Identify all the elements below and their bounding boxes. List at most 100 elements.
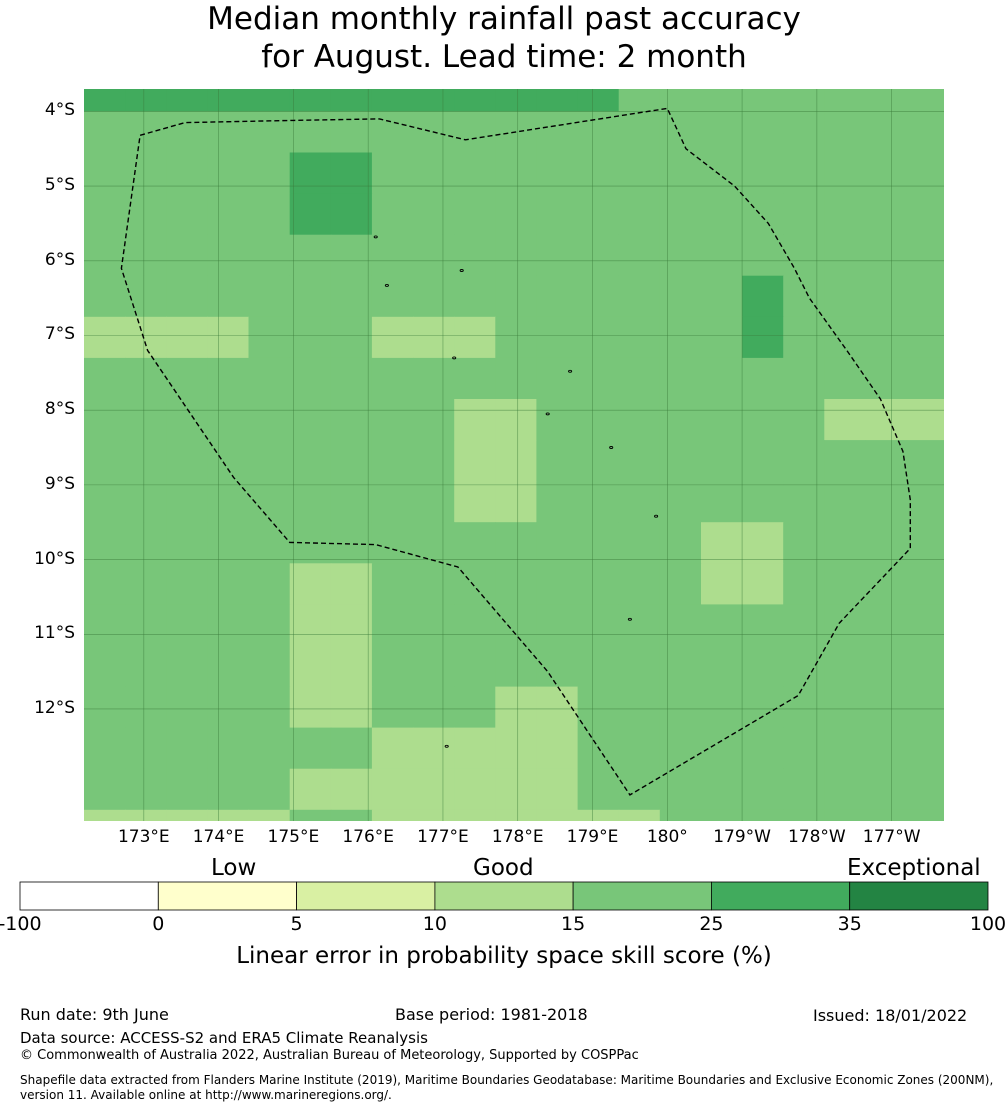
grid-cell <box>371 399 414 441</box>
grid-cell <box>330 316 373 359</box>
grid-cell <box>289 399 332 441</box>
grid-cell <box>371 275 414 318</box>
grid-cell <box>371 727 414 770</box>
grid-cell <box>289 563 332 605</box>
grid-cell <box>166 275 208 318</box>
grid-cell <box>495 316 537 359</box>
grid-cell <box>577 768 620 811</box>
grid-cell <box>289 604 332 647</box>
grid-cell <box>577 645 620 688</box>
grid-cell <box>865 768 908 811</box>
grid-cell <box>330 357 373 400</box>
grid-cell <box>84 563 126 605</box>
island <box>654 514 659 518</box>
grid-cell <box>742 152 784 195</box>
title-line-1: Median monthly rainfall past accuracy <box>207 1 801 37</box>
grid-cell <box>248 89 291 112</box>
grid-cell <box>413 89 455 112</box>
data-source: Data source: ACCESS-S2 and ERA5 Climate … <box>20 1029 428 1047</box>
island <box>384 283 389 287</box>
grid-cell <box>413 563 455 605</box>
grid-cell <box>659 481 702 523</box>
grid-cell <box>701 275 743 318</box>
grid-cell <box>906 727 944 770</box>
grid-cell <box>783 768 825 811</box>
grid-cell <box>413 604 455 647</box>
grid-cell <box>742 193 784 236</box>
grid-cell <box>248 645 291 688</box>
grid-cell <box>495 152 537 195</box>
grid-cell <box>701 193 743 236</box>
grid-cell <box>371 686 414 729</box>
grid-cell <box>906 152 944 195</box>
grid-cell <box>536 563 579 605</box>
grid-cell <box>618 357 661 400</box>
grid-cell <box>824 234 866 277</box>
grid-cell <box>207 357 250 400</box>
grid-cell <box>824 686 866 729</box>
grid-cell <box>289 152 332 195</box>
grid-cell <box>289 809 332 821</box>
grid-cell <box>948 276 990 318</box>
longitude-label: 175°E <box>267 827 320 847</box>
grid-cell <box>166 727 208 770</box>
grid-cell <box>330 686 373 729</box>
colorbar-tick-label: 25 <box>699 913 724 935</box>
grid-cell <box>248 316 291 359</box>
grid-cell <box>577 399 620 441</box>
colorbar-segment <box>19 881 159 911</box>
grid-cell <box>289 357 332 400</box>
grid-cell <box>536 645 579 688</box>
grid-cell <box>536 727 579 770</box>
grid-cell <box>248 686 291 729</box>
grid-cell <box>207 809 250 821</box>
grid-cell <box>577 357 620 400</box>
latitude-label: 12°S <box>34 697 75 718</box>
grid-cell <box>166 440 208 482</box>
grid-cell <box>495 89 537 112</box>
grid-cell <box>742 440 784 482</box>
grid-cell <box>536 481 579 523</box>
grid-cell <box>413 357 455 400</box>
longitude-label: 179°E <box>566 827 619 847</box>
grid-cell <box>783 563 825 605</box>
grid-cell <box>989 111 1008 153</box>
grid-cell <box>618 809 661 821</box>
grid-cell <box>989 604 1008 646</box>
grid-cell <box>371 604 414 647</box>
grid-cell <box>577 89 620 112</box>
grid-cell <box>125 727 167 770</box>
grid-cell <box>865 686 908 729</box>
grid-cell <box>454 111 496 154</box>
grid-cell <box>536 522 579 564</box>
grid-cell <box>865 152 908 195</box>
grid-cell <box>989 563 1008 605</box>
grid-cell <box>659 645 702 688</box>
colorbar-label: Linear error in probability space skill … <box>236 943 772 969</box>
grid-cell <box>618 604 661 647</box>
grid-cell <box>906 522 944 564</box>
grid-cell <box>824 768 866 811</box>
grid-cell <box>948 358 990 400</box>
grid-cell <box>207 522 250 564</box>
grid-cell <box>701 563 743 605</box>
grid-cell <box>659 727 702 770</box>
grid-cell <box>495 686 537 729</box>
grid-cell <box>948 235 990 277</box>
grid-cell <box>84 522 126 564</box>
grid-cell <box>207 768 250 811</box>
grid-cell <box>536 89 579 112</box>
colorbar-tick-label: -100 <box>0 913 42 935</box>
grid-cell <box>618 89 661 112</box>
grid-cell <box>865 809 908 821</box>
grid-cell <box>618 234 661 277</box>
grid-cell <box>989 646 1008 688</box>
grid-cell <box>948 522 990 564</box>
grid-cell <box>371 89 414 112</box>
grid-cell <box>84 440 126 482</box>
grid-cell <box>125 316 167 359</box>
grid-cell <box>906 111 944 154</box>
grid-cell <box>824 193 866 236</box>
grid-cell <box>166 768 208 811</box>
grid-cell <box>330 234 373 277</box>
